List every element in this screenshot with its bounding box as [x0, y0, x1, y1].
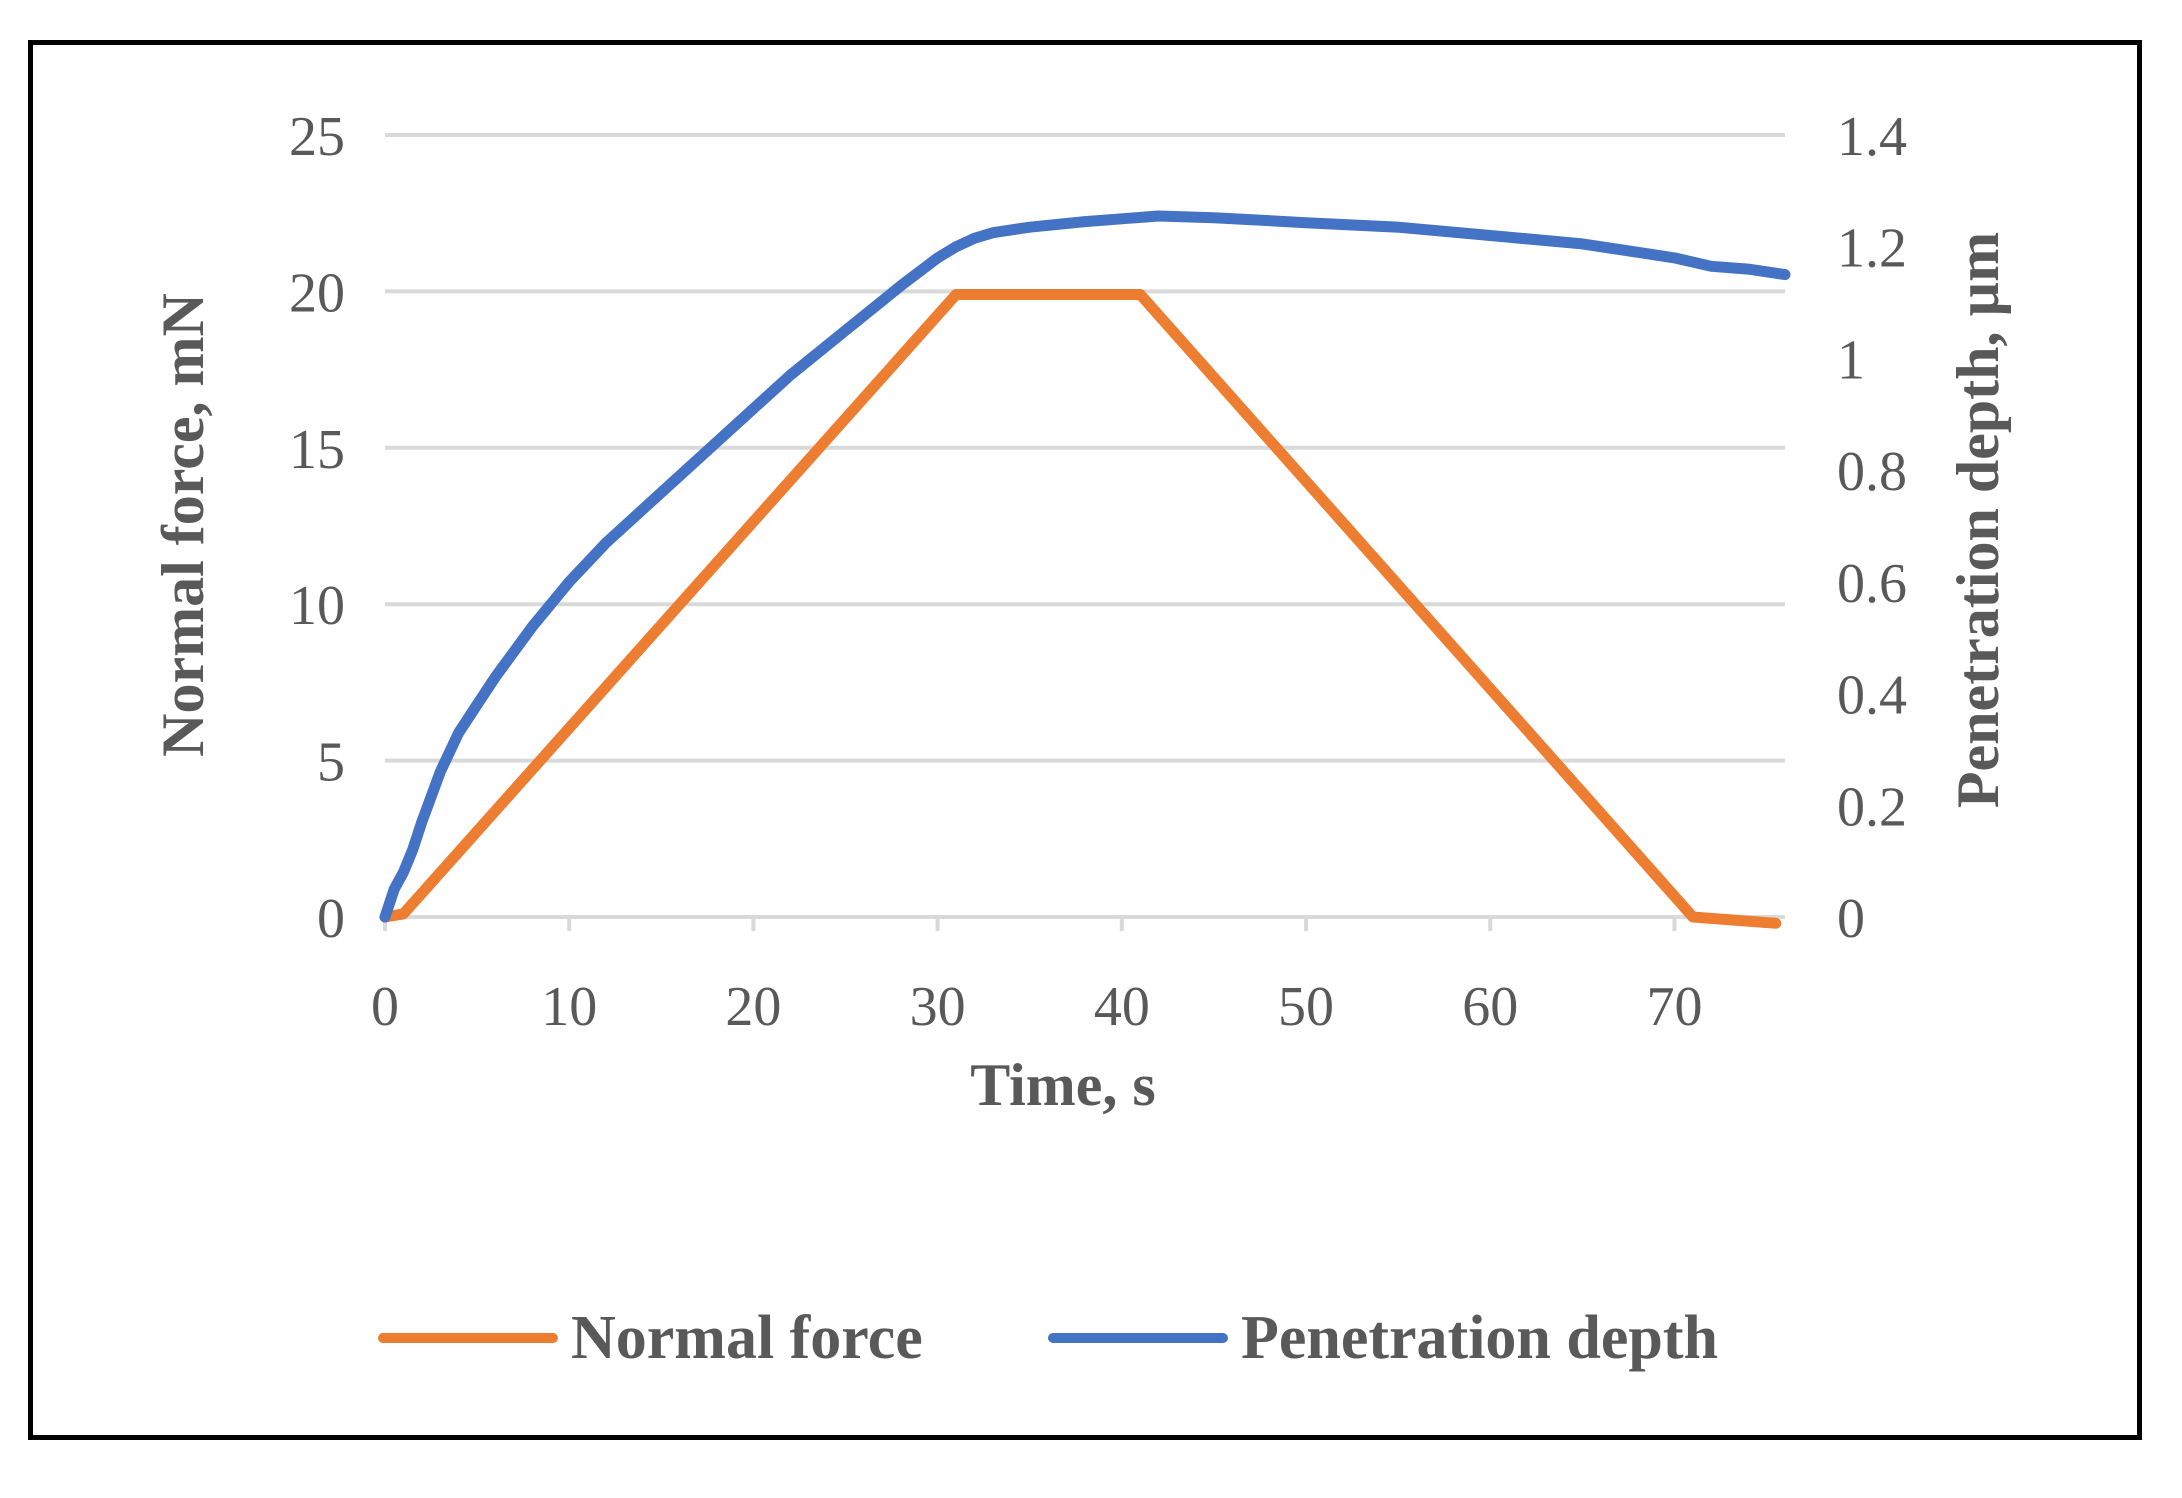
y-left-tick-label: 0 [317, 888, 345, 950]
gridlines [383, 133, 1785, 931]
y-right-tick-label: 0.2 [1837, 776, 1907, 838]
y-right-axis-title: Penetration depth, µm [1945, 232, 2011, 808]
y-left-tick-label: 20 [289, 262, 345, 324]
y-right-tick-label: 0.6 [1837, 553, 1907, 615]
series-line-penetration-depth [379, 210, 1791, 923]
chart-svg: 0 10 20 30 40 50 60 70 0 5 10 15 20 25 0 0.2 0.4 0.6 0.8… [150, 106, 2011, 1372]
y-right-tick-label: 1 [1837, 329, 1865, 391]
y-right-tick-labels: 0 0.2 0.4 0.6 0.8 1 1.2 1.4 [1837, 106, 1907, 950]
chart-frame: 0 10 20 30 40 50 60 70 0 5 10 15 20 25 0 0.2 0.4 0.6 0.8… [28, 40, 2142, 1440]
legend-label-penetration-depth: Penetration depth [1241, 1304, 1718, 1372]
series-lines [379, 210, 1791, 929]
x-tick-label: 30 [910, 976, 966, 1038]
series-line-normal-force [379, 289, 1782, 929]
y-right-tick-label: 0 [1837, 888, 1865, 950]
x-tick-label: 60 [1462, 976, 1518, 1038]
y-left-tick-labels: 0 5 10 15 20 25 [289, 106, 345, 950]
x-axis-title: Time, s [970, 1052, 1156, 1118]
y-right-tick-label: 0.4 [1837, 665, 1907, 727]
legend-label-normal-force: Normal force [571, 1304, 923, 1372]
legend: Normal force Penetration depth [378, 1304, 1718, 1372]
x-tick-label: 10 [541, 976, 597, 1038]
y-left-tick-label: 10 [289, 575, 345, 637]
y-left-tick-label: 25 [289, 106, 345, 168]
y-left-tick-label: 15 [289, 419, 345, 481]
x-tick-label: 40 [1094, 976, 1150, 1038]
y-left-axis-title: Normal force, mN [150, 293, 216, 757]
x-tick-label: 20 [725, 976, 781, 1038]
y-right-tick-label: 1.4 [1837, 106, 1907, 168]
x-tick-labels: 0 10 20 30 40 50 60 70 [371, 976, 1702, 1038]
x-tick-label: 0 [371, 976, 399, 1038]
y-left-tick-label: 5 [317, 732, 345, 794]
y-right-tick-label: 0.8 [1837, 441, 1907, 503]
x-tick-label: 50 [1278, 976, 1334, 1038]
x-tick-label: 70 [1646, 976, 1702, 1038]
y-right-tick-label: 1.2 [1837, 218, 1907, 280]
